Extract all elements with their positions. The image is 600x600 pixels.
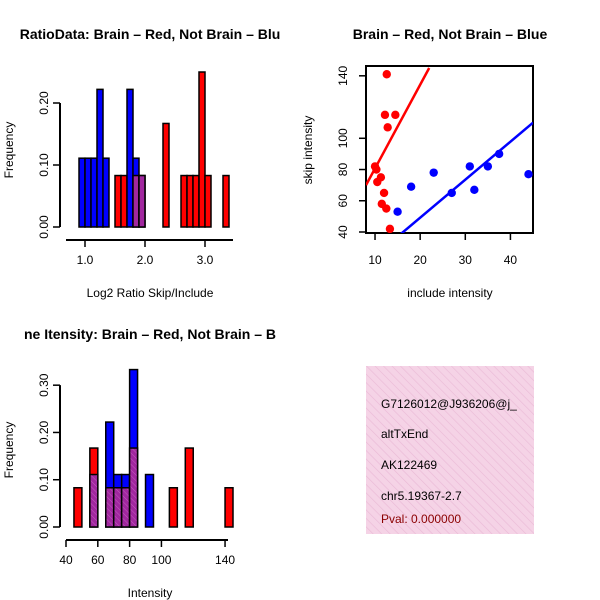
ratio-y-tick-label: 0.00: [37, 215, 51, 239]
intensity-bars: [73, 368, 234, 528]
intensity-y-tick-label: 0.00: [37, 515, 51, 539]
ratio-bar-brain: [198, 71, 206, 228]
ratio-bar-not-brain: [96, 88, 104, 228]
scatter-y-tick-label: 40: [336, 225, 350, 239]
ratio-axes: 1.0 2.0 3.0 0.00 0.10 0.20: [37, 91, 233, 267]
scatter-point-brain: [382, 70, 391, 79]
scatter-point-brain: [379, 188, 389, 198]
ratio-bar-overlap: [132, 174, 140, 228]
ratio-bars: [78, 71, 230, 228]
intensity-bar-overlap: [112, 487, 123, 528]
info-event-id: G7126012@J936206@j_: [381, 397, 517, 411]
intensity-bar-not-brain: [144, 473, 155, 528]
intensity-y-tick-label: 0.10: [37, 468, 51, 492]
ratio-bar-not-brain: [78, 157, 86, 228]
scatter-y-tick-label: 60: [336, 194, 350, 208]
scatter-y-tick-label: 80: [336, 163, 350, 177]
ratio-x-tick-label: 3.0: [197, 253, 214, 267]
ratio-bar-not-brain: [126, 88, 134, 228]
intensity-x-tick-label: 80: [123, 553, 137, 567]
scatter-marks: [366, 67, 533, 233]
intensity-bar-overlap: [89, 473, 99, 528]
intensity-xlabel: Intensity: [128, 586, 173, 600]
info-box: G7126012@J936206@j_ altTxEnd AK122469 ch…: [366, 366, 534, 534]
intensity-title: ne Itensity: Brain – Red, Not Brain – B: [24, 326, 276, 342]
ratio-bar-brain: [186, 174, 194, 228]
info-event-type: altTxEnd: [381, 427, 428, 441]
scatter-ylabel: skip intensity: [301, 116, 315, 185]
scatter-point-not-brain: [470, 185, 479, 195]
scatter-point-not-brain: [494, 149, 504, 159]
scatter-point-not-brain: [447, 188, 456, 198]
ratio-histogram-panel: RatioData: Brain – Red, Not Brain – Blu …: [2, 26, 280, 300]
scatter-point-brain: [376, 173, 386, 182]
intensity-bar-overlap: [128, 447, 139, 528]
intensity-y-tick-label: 0.20: [37, 420, 51, 444]
intensity-y-tick-label: 0.30: [37, 373, 51, 397]
scatter-x-tick-label: 40: [504, 253, 518, 267]
ratio-y-tick-label: 0.20: [37, 91, 51, 115]
ratio-x-tick-label: 2.0: [137, 253, 154, 267]
scatter-x-tick-label: 10: [368, 253, 382, 267]
intensity-bar-overlap: [105, 487, 115, 528]
ratio-bar-brain: [180, 174, 188, 228]
ratio-xlabel: Log2 Ratio Skip/Include: [87, 286, 214, 300]
ratio-bar-not-brain: [102, 157, 110, 228]
scatter-point-brain: [382, 204, 391, 213]
scatter-point-brain: [383, 123, 392, 132]
info-location: chr5.19367-2.7: [381, 489, 462, 503]
ratio-bar-not-brain: [90, 157, 98, 228]
intensity-x-tick-label: 140: [215, 553, 235, 567]
intensity-bar-brain: [224, 487, 234, 528]
ratio-bar-brain: [120, 174, 128, 228]
ratio-title: RatioData: Brain – Red, Not Brain – Blu: [20, 26, 281, 42]
scatter-title: Brain – Red, Not Brain – Blue: [353, 26, 548, 42]
ratio-x-tick-label: 1.0: [77, 253, 94, 267]
scatter-y-tick-label: 100: [336, 128, 350, 148]
ratio-bar-brain: [204, 174, 212, 228]
scatter-point-brain: [385, 224, 395, 233]
scatter-frame: [365, 65, 534, 234]
ratio-ylabel: Frequency: [2, 122, 16, 179]
scatter-point-not-brain: [429, 168, 438, 177]
ratio-bar-brain: [114, 174, 122, 228]
intensity-ylabel: Frequency: [2, 422, 16, 479]
ratio-bar-overlap: [138, 174, 146, 228]
scatter-axes: 10 20 30 40 40 60 80 100 140: [336, 65, 517, 267]
scatter-fit-not-brain: [400, 121, 533, 233]
ratio-y-tick-label: 0.10: [37, 153, 51, 177]
scatter-point-not-brain: [465, 162, 475, 171]
intensity-x-tick-label: 60: [91, 553, 105, 567]
info-pval: Pval: 0.000000: [381, 512, 461, 526]
ratio-bar-brain: [222, 174, 230, 228]
scatter-point-not-brain: [406, 182, 416, 191]
scatter-point-not-brain: [393, 207, 402, 216]
scatter-x-tick-label: 30: [459, 253, 473, 267]
intensity-bar-brain: [168, 487, 179, 528]
intensity-bar-brain: [184, 447, 194, 528]
intensity-histogram-panel: ne Itensity: Brain – Red, Not Brain – B …: [2, 326, 276, 600]
intensity-x-tick-label: 100: [151, 553, 171, 567]
scatter-point-not-brain: [483, 162, 493, 171]
scatter-x-tick-label: 20: [413, 253, 427, 267]
intensity-bar-brain: [73, 487, 83, 528]
intensity-x-tick-label: 40: [59, 553, 73, 567]
info-box-background: [366, 366, 534, 534]
scatter-point-brain: [391, 110, 400, 120]
scatter-y-tick-label: 140: [336, 65, 350, 85]
scatter-panel: Brain – Red, Not Brain – Blue 10 20 30 40 40…: [301, 26, 547, 300]
scatter-point-brain: [372, 165, 381, 174]
intensity-bar-overlap: [120, 487, 131, 528]
ratio-bar-brain: [162, 122, 170, 228]
intensity-axes: 40 60 80 100 140 0.00 0.10 0.20 0.30: [37, 373, 235, 567]
info-accession: AK122469: [381, 458, 437, 472]
ratio-bar-not-brain: [84, 157, 92, 228]
ratio-bar-brain: [192, 174, 200, 228]
scatter-point-not-brain: [524, 170, 533, 179]
scatter-point-brain: [380, 110, 390, 120]
scatter-xlabel: include intensity: [407, 286, 492, 300]
